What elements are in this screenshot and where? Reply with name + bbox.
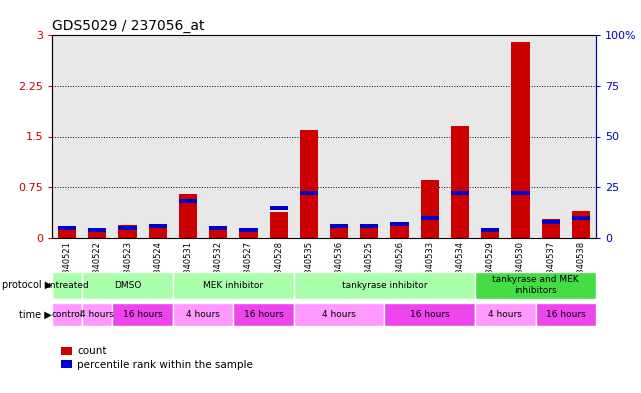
Bar [179,194,197,238]
Bar [390,222,408,226]
Bar [385,35,415,238]
Bar [360,224,378,228]
Bar [360,226,378,238]
Bar [173,35,203,238]
Bar [270,212,288,238]
Bar [119,225,137,238]
Bar [505,35,536,238]
Bar [475,272,596,299]
Bar [88,228,106,232]
Bar [58,226,76,230]
Bar [209,226,228,238]
Bar [179,199,197,204]
Bar [52,272,82,299]
Bar [445,35,475,238]
Bar [300,130,318,238]
Text: 4 hours: 4 hours [80,310,114,319]
Bar [263,35,294,238]
Bar [52,35,82,238]
Legend: count, percentile rank within the sample: count, percentile rank within the sample [57,342,257,374]
Bar [88,231,106,238]
Bar [173,303,233,326]
Bar [572,211,590,238]
Bar [173,272,294,299]
Bar [512,191,529,195]
Bar [354,35,385,238]
Bar [324,35,354,238]
Text: tankyrase and MEK
inhibitors: tankyrase and MEK inhibitors [492,275,579,295]
Bar [566,35,596,238]
Bar [52,303,82,326]
Text: 16 hours: 16 hours [123,310,163,319]
Bar [542,219,560,238]
Bar [203,35,233,238]
Text: time ▶: time ▶ [19,310,52,320]
Bar [82,303,112,326]
Bar [475,303,536,326]
Bar [294,35,324,238]
Bar [542,220,560,224]
Bar [143,35,173,238]
Bar [58,226,76,238]
Text: tankyrase inhibitor: tankyrase inhibitor [342,281,427,290]
Text: DMSO: DMSO [114,281,141,290]
Bar [415,35,445,238]
Bar [390,224,408,238]
Bar [119,226,137,230]
Bar [239,230,258,238]
Bar [481,231,499,238]
Bar [420,216,439,220]
Text: 4 hours: 4 hours [488,310,522,319]
Bar [330,224,348,238]
Bar [209,226,228,230]
Bar [239,228,258,232]
Bar [149,224,167,228]
Bar [233,303,294,326]
Text: protocol ▶: protocol ▶ [2,280,52,290]
Bar [149,226,167,238]
Bar [481,228,499,232]
Text: 16 hours: 16 hours [546,310,586,319]
Bar [512,42,529,238]
Bar [233,35,263,238]
Bar [572,216,590,220]
Text: 16 hours: 16 hours [244,310,283,319]
Text: 4 hours: 4 hours [186,310,220,319]
Text: MEK inhibitor: MEK inhibitor [203,281,263,290]
Bar [82,272,173,299]
Text: untreated: untreated [45,281,90,290]
Bar [536,303,596,326]
Bar [112,35,143,238]
Bar [300,191,318,195]
Bar [330,224,348,228]
Bar [536,35,566,238]
Text: 4 hours: 4 hours [322,310,356,319]
Bar [294,303,385,326]
Bar [451,191,469,195]
Bar [270,206,288,209]
Bar [294,272,475,299]
Text: GDS5029 / 237056_at: GDS5029 / 237056_at [52,18,204,33]
Bar [82,35,112,238]
Bar [112,303,173,326]
Bar [385,303,475,326]
Bar [420,180,439,238]
Text: 16 hours: 16 hours [410,310,449,319]
Bar [451,127,469,238]
Bar [475,35,505,238]
Text: control: control [51,310,83,319]
